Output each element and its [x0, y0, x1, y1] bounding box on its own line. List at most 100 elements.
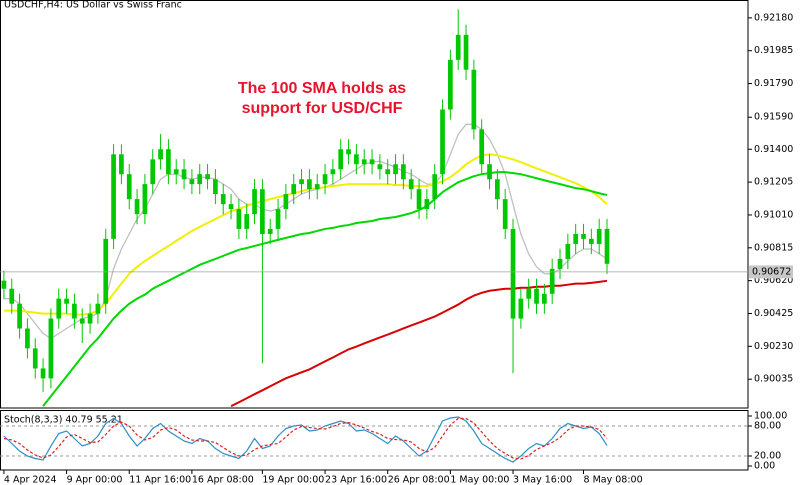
candle-body	[314, 184, 320, 190]
candle-body	[173, 169, 179, 175]
candle-body	[338, 149, 344, 170]
candle-body	[267, 228, 273, 234]
y-tick-label: 0.00	[754, 461, 775, 472]
candle-body	[213, 179, 218, 195]
x-tick-label: 19 Apr 00:00	[262, 475, 324, 485]
candle-body	[346, 149, 351, 155]
y-tick-label: 100.00	[754, 411, 787, 422]
y-tick-label: 0.91010	[754, 209, 793, 220]
candle-body	[64, 298, 69, 304]
series-line	[230, 279, 608, 408]
candle-body	[408, 179, 414, 190]
candle-body	[330, 169, 336, 175]
candle-body	[534, 288, 539, 304]
candle-body	[252, 189, 257, 215]
candle-body	[1, 280, 7, 289]
candle-body	[236, 209, 242, 229]
candle-body	[557, 258, 563, 269]
candle-body	[463, 34, 469, 70]
x-tick-label: 1 May 00:00	[450, 475, 509, 485]
y-tick-label: 80.00	[754, 421, 781, 432]
candle-body	[377, 164, 383, 170]
candle-body	[448, 59, 453, 110]
candle-body	[479, 129, 485, 165]
candle-body	[299, 179, 304, 185]
x-tick-label: 11 Apr 16:00	[129, 475, 191, 485]
y-tick-label: 0.90230	[754, 341, 793, 352]
candle-body	[126, 174, 132, 200]
y-tick-label: 0.90815	[754, 242, 793, 253]
candle-body	[17, 303, 22, 329]
y-tick-label: 0.90620	[754, 275, 793, 286]
candle-body	[40, 368, 46, 379]
x-tick-label: 26 Apr 08:00	[388, 475, 450, 485]
current-price-label: 0.90672	[752, 266, 791, 277]
series-line	[42, 171, 608, 407]
candle-body	[111, 154, 116, 239]
main-frame	[0, 0, 749, 409]
candle-body	[56, 298, 62, 319]
candle-body	[471, 69, 477, 130]
candle-body	[119, 154, 124, 175]
y-tick-label: 0.91400	[754, 144, 793, 155]
candle-body	[275, 209, 281, 229]
y-tick-label: 0.92180	[754, 12, 793, 23]
candle-body	[322, 174, 328, 185]
candle-body	[260, 189, 265, 234]
x-tick-label: 4 Apr 2024	[4, 475, 57, 485]
candle-body	[596, 228, 602, 244]
y-tick-label: 0.90035	[754, 374, 793, 385]
candle-body	[565, 243, 571, 259]
candle-body	[581, 233, 586, 239]
candle-body	[487, 164, 492, 180]
x-tick-label: 23 Apr 16:00	[325, 475, 387, 485]
candle-body	[432, 174, 438, 200]
candle-body	[244, 214, 250, 229]
candle-body	[604, 228, 610, 264]
candle-body	[573, 233, 579, 244]
candle-body	[354, 154, 359, 165]
candle-body	[393, 164, 398, 175]
candle-body	[9, 288, 15, 304]
candle-body	[87, 313, 93, 324]
candle-body	[510, 228, 516, 319]
candle-body	[32, 348, 38, 369]
series-line	[3, 417, 608, 460]
candle-body	[228, 204, 234, 210]
series-line	[3, 416, 608, 463]
y-tick-label: 20.00	[754, 451, 781, 462]
candle-body	[166, 149, 171, 175]
y-tick-label: 0.91790	[754, 78, 793, 89]
candle-body	[455, 34, 461, 60]
series-line	[3, 123, 608, 340]
candle-body	[79, 318, 85, 324]
series-line	[3, 153, 608, 316]
x-tick-label: 3 May 16:00	[513, 475, 572, 485]
x-tick-label: 16 Apr 08:00	[192, 475, 254, 485]
candle-body	[440, 109, 445, 175]
candle-body	[291, 184, 297, 195]
candle-body	[25, 328, 30, 349]
candle-body	[95, 303, 101, 314]
y-tick-label: 0.91985	[754, 45, 793, 56]
candle-body	[401, 164, 406, 180]
current-price-box	[749, 265, 793, 279]
candle-body	[150, 159, 156, 185]
candle-body	[307, 179, 312, 190]
candle-body	[220, 194, 226, 205]
candle-body	[134, 199, 140, 215]
candle-body	[205, 174, 210, 180]
x-tick-label: 8 May 08:00	[584, 475, 643, 485]
stoch-frame	[0, 410, 749, 471]
candle-body	[369, 159, 375, 165]
y-tick-label: 0.91590	[754, 112, 793, 123]
candle-body	[103, 238, 109, 304]
candle-body	[283, 194, 289, 210]
candle-body	[589, 238, 594, 244]
candle-body	[158, 149, 163, 160]
annotation: support for USD/CHF	[242, 100, 403, 117]
candle-body	[181, 169, 187, 180]
candle-body	[526, 288, 532, 299]
candle-body	[549, 268, 555, 294]
